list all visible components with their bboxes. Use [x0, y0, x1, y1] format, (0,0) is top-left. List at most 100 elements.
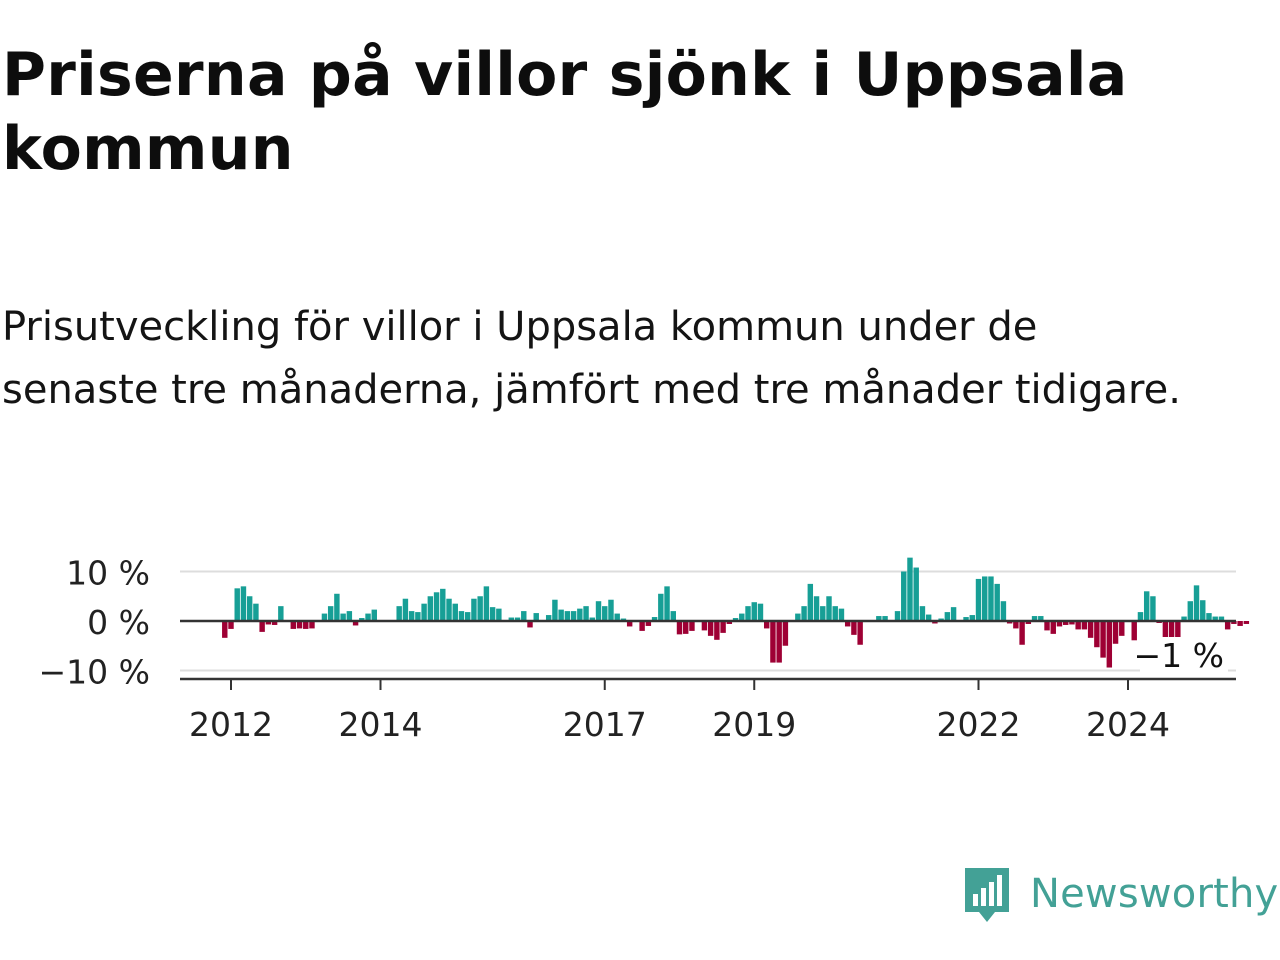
bar: [396, 606, 402, 621]
bar: [290, 621, 297, 629]
bar: [982, 576, 988, 621]
bar: [458, 611, 465, 621]
bar: [1231, 621, 1237, 624]
bar: [1162, 621, 1169, 649]
bar: [365, 613, 371, 622]
bar: [471, 598, 477, 621]
bar: [545, 615, 552, 621]
bar: [726, 621, 733, 624]
bar: [1000, 601, 1007, 621]
bar: [801, 606, 807, 621]
bar: [514, 617, 521, 621]
bar: [689, 621, 695, 631]
bar: [1013, 621, 1019, 629]
bar: [1218, 616, 1225, 622]
bar: [222, 621, 228, 638]
bar: [795, 613, 801, 622]
bar: [658, 593, 664, 621]
bar: [1200, 600, 1206, 621]
bar: [577, 608, 583, 622]
bar: [670, 611, 676, 621]
bar: [645, 621, 652, 626]
bar: [1106, 621, 1113, 668]
bar: [608, 599, 614, 622]
bar: [988, 576, 994, 621]
bar: [570, 611, 577, 621]
bar: [963, 617, 969, 621]
x-tick-label: 2019: [712, 705, 796, 744]
bar: [701, 621, 708, 631]
bar: [508, 617, 515, 621]
bar: [1019, 621, 1025, 645]
bar: [838, 608, 845, 622]
bar: [851, 621, 857, 635]
bar: [240, 586, 247, 621]
bar: [583, 606, 589, 621]
bar: [1031, 616, 1038, 621]
bar: [521, 611, 527, 621]
bar: [763, 621, 770, 629]
bar: [782, 621, 789, 646]
bar: [1193, 585, 1200, 621]
last-value-label: −1 %: [1134, 636, 1225, 675]
bar: [408, 611, 415, 621]
bar: [589, 617, 596, 621]
bar: [415, 612, 421, 621]
y-tick-label: 10 %: [66, 554, 150, 593]
bar: [676, 621, 683, 635]
bar: [402, 598, 409, 621]
x-tick-label: 2024: [1086, 705, 1170, 744]
brand-logo: Newsworthy: [962, 862, 1278, 926]
bar: [626, 621, 633, 627]
brand-name: Newsworthy: [1030, 871, 1279, 917]
bar: [427, 596, 434, 621]
bar: [925, 614, 932, 621]
bar: [1119, 621, 1125, 636]
x-tick-label: 2014: [339, 705, 423, 744]
bar: [483, 586, 490, 621]
bar: [271, 621, 278, 625]
bar: [820, 606, 826, 621]
bar: [944, 612, 951, 621]
bar: [745, 606, 751, 621]
bar: [1069, 621, 1075, 625]
bar: [346, 611, 353, 621]
bar-chart: 10 % 0 % −10 % 2012 2014 2017 2019 2022 2024 −1 %: [39, 554, 1250, 744]
bar: [919, 606, 926, 621]
bar: [994, 583, 1000, 622]
bar: [259, 621, 265, 632]
bar: [464, 612, 471, 621]
bar: [527, 621, 533, 628]
last-value-label-bg: [1140, 637, 1228, 673]
bar: [770, 621, 776, 663]
bar: [1112, 621, 1119, 644]
bar: [1187, 601, 1194, 621]
bar: [651, 617, 658, 621]
bar: [1237, 621, 1243, 626]
bar: [876, 616, 882, 621]
bar: [446, 598, 452, 621]
bar: [813, 596, 820, 621]
bar: [739, 613, 745, 622]
bar: [309, 621, 315, 629]
bar: [1206, 613, 1212, 621]
bar: [720, 621, 726, 633]
bar: [807, 583, 814, 622]
bar: [826, 596, 832, 621]
bar: [421, 603, 427, 621]
bar: [776, 621, 782, 663]
bar: [477, 596, 483, 621]
bar: [1181, 616, 1187, 622]
chart-subtitle: Prisutveckling för villor i Uppsala komm…: [2, 304, 1181, 413]
bar: [614, 613, 620, 622]
x-tick-label: 2017: [563, 705, 647, 744]
bar: [602, 606, 608, 621]
bar: [882, 616, 888, 621]
bar: [371, 609, 377, 621]
x-tick-label: 2012: [189, 705, 273, 744]
bar: [452, 603, 458, 621]
bar: [1143, 591, 1150, 621]
bar: [1131, 621, 1137, 641]
bar: [757, 603, 764, 621]
bar: [1087, 621, 1094, 638]
